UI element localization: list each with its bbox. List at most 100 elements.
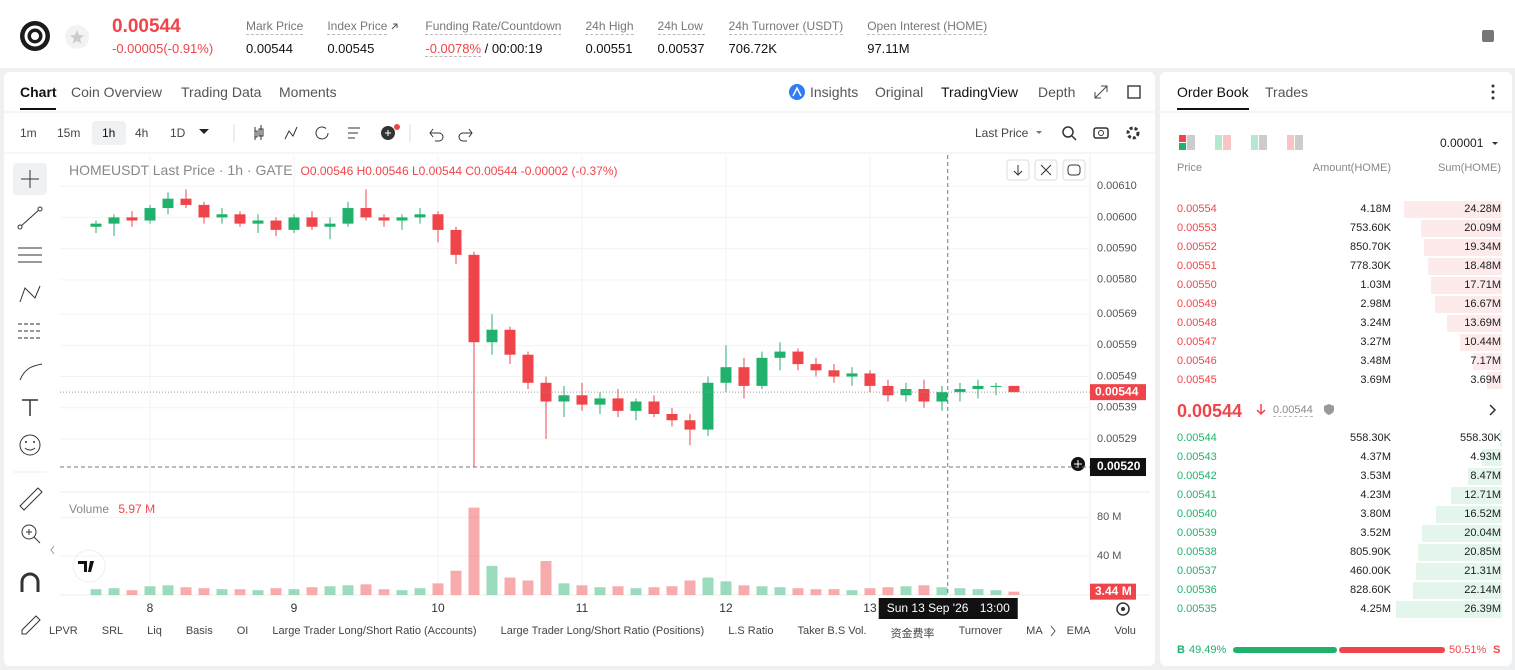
x-tick-label: 13 bbox=[863, 601, 877, 615]
ob-tab[interactable]: Trades bbox=[1265, 84, 1309, 100]
candle-body bbox=[990, 385, 1002, 387]
volume-tag-label: 3.44 M bbox=[1095, 584, 1132, 598]
indicator[interactable]: Liq bbox=[147, 625, 162, 637]
volume-bar bbox=[828, 589, 840, 595]
ohlc: L0.00544 bbox=[411, 164, 463, 178]
indicator[interactable]: 资金费率 bbox=[890, 628, 935, 640]
tab[interactable]: Moments bbox=[279, 84, 337, 100]
depth-bar bbox=[1404, 201, 1502, 218]
stat-value: 0.00537 bbox=[657, 41, 705, 56]
indicator[interactable]: L.S Ratio bbox=[728, 625, 774, 637]
ob-row: 0.00544 558.30K 558.30K bbox=[1177, 429, 1502, 448]
candle-body bbox=[756, 357, 768, 386]
ob-row: 0.00543 4.37M 4.93M bbox=[1177, 448, 1502, 467]
y-tick-label: 0.00610 bbox=[1097, 180, 1137, 192]
depth-bar bbox=[1396, 601, 1502, 618]
ob-sum: 22.14M bbox=[1464, 584, 1501, 596]
y-tick-label: 0.00559 bbox=[1097, 339, 1137, 351]
ob-price: 0.00552 bbox=[1177, 241, 1217, 253]
ob-price: 0.00540 bbox=[1177, 508, 1217, 520]
candle-body bbox=[288, 217, 300, 230]
ob-row: 0.00542 3.53M 8.47M bbox=[1177, 467, 1502, 486]
stat-value: 706.72K bbox=[728, 41, 777, 56]
volume-bar bbox=[936, 587, 948, 595]
candle-body bbox=[468, 254, 480, 343]
ob-tab[interactable]: Order Book bbox=[1177, 84, 1249, 100]
indicator[interactable]: LPVR bbox=[49, 625, 78, 637]
ob-row: 0.00554 4.18M 24.28M bbox=[1177, 200, 1502, 219]
precision[interactable]: 0.00001 bbox=[1440, 136, 1484, 150]
view-tab[interactable]: TradingView bbox=[941, 84, 1019, 100]
indicator[interactable]: Turnover bbox=[958, 625, 1003, 637]
crosshair-time-box bbox=[878, 598, 1018, 619]
tab[interactable]: Coin Overview bbox=[71, 84, 163, 100]
volume-bar bbox=[486, 565, 498, 595]
volume-bar bbox=[918, 585, 930, 595]
price-type[interactable]: Last Price bbox=[975, 126, 1029, 140]
ohlc: -0.00002 (-0.37%) bbox=[520, 164, 618, 178]
candle-body bbox=[252, 220, 264, 224]
tab[interactable]: Chart bbox=[20, 84, 57, 100]
y-tick-label: 0.00549 bbox=[1097, 370, 1137, 382]
ob-amount: 828.60K bbox=[1350, 584, 1391, 596]
depth-bar bbox=[1416, 563, 1502, 580]
indicator[interactable]: Basis bbox=[185, 625, 213, 637]
indicator[interactable]: MA bbox=[1026, 625, 1043, 637]
candle-body bbox=[198, 204, 210, 218]
volume-legend: Volume 5.97 M bbox=[69, 502, 155, 516]
interval[interactable]: 4h bbox=[135, 126, 149, 140]
stat-label: Mark Price bbox=[246, 19, 304, 35]
volume-bar bbox=[468, 507, 480, 595]
ob-price: 0.00537 bbox=[1177, 565, 1217, 577]
ob-sum: 13.69M bbox=[1464, 317, 1501, 329]
volume-bar bbox=[216, 589, 228, 595]
tab[interactable]: Trading Data bbox=[181, 84, 262, 100]
interval[interactable]: 1D bbox=[170, 126, 186, 140]
indicator[interactable]: Large Trader Long/Short Ratio (Accounts) bbox=[272, 625, 477, 637]
indicator[interactable]: SRL bbox=[101, 625, 124, 637]
view-tab[interactable]: Depth bbox=[1038, 84, 1076, 100]
indicator[interactable]: EMA bbox=[1066, 625, 1091, 637]
depth-bar bbox=[1435, 296, 1502, 313]
x-tick-label: 9 bbox=[291, 601, 298, 615]
interval[interactable]: 15m bbox=[57, 126, 81, 140]
indicator[interactable]: Volu bbox=[1114, 625, 1136, 637]
indicator[interactable]: OI bbox=[236, 625, 249, 637]
indicator[interactable]: Taker B.S Vol. bbox=[797, 625, 867, 637]
candle-body bbox=[864, 373, 876, 386]
candle-body bbox=[162, 198, 174, 209]
sell-bar bbox=[1338, 647, 1445, 653]
ob-price: 0.00554 bbox=[1177, 203, 1217, 215]
depth-bar bbox=[1447, 315, 1502, 332]
candle-body bbox=[702, 382, 714, 430]
indicator[interactable]: Large Trader Long/Short Ratio (Positions… bbox=[500, 625, 705, 637]
depth-bar bbox=[1430, 277, 1502, 294]
ob-price: 0.00546 bbox=[1177, 355, 1217, 367]
ob-amount: 805.90K bbox=[1350, 546, 1391, 558]
volume-bar bbox=[774, 587, 786, 595]
candle-body bbox=[846, 373, 858, 377]
ob-price: 0.00539 bbox=[1177, 527, 1217, 539]
ob-row: 0.00551 778.30K 18.48M bbox=[1177, 257, 1502, 276]
ob-row: 0.00536 828.60K 22.14M bbox=[1177, 581, 1502, 600]
ob-amount: 3.53M bbox=[1360, 470, 1391, 482]
ob-sum: 17.71M bbox=[1464, 279, 1501, 291]
symbol: HOMEUSDT Last Price · 1h · GATE bbox=[69, 162, 293, 178]
ob-sum: 20.04M bbox=[1464, 527, 1501, 539]
volume-bar bbox=[504, 577, 516, 595]
ob-price: 0.00541 bbox=[1177, 489, 1217, 501]
volume-bar bbox=[648, 587, 660, 595]
ohlc: H0.00546 bbox=[356, 164, 409, 178]
candle-body bbox=[792, 351, 804, 365]
interval[interactable]: 1m bbox=[20, 126, 37, 140]
depth-bar bbox=[1413, 582, 1502, 599]
volume-bar bbox=[342, 585, 354, 595]
ob-row: 0.00552 850.70K 19.34M bbox=[1177, 238, 1502, 257]
ob-amount: 3.69M bbox=[1360, 374, 1391, 386]
candle-body bbox=[720, 367, 732, 383]
depth-bar bbox=[1435, 506, 1502, 523]
interval[interactable]: 1h bbox=[102, 126, 116, 140]
view-tab[interactable]: Insights bbox=[810, 84, 859, 100]
view-tab[interactable]: Original bbox=[875, 84, 924, 100]
